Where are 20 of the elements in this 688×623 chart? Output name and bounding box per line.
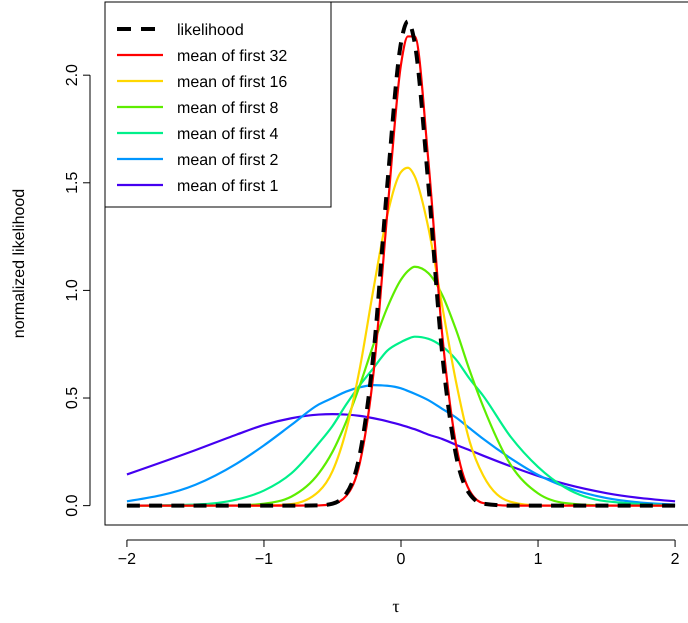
y-tick-label: 1.0 <box>64 279 81 302</box>
legend-label: mean of first 4 <box>177 126 278 143</box>
y-tick-label: 0.0 <box>64 494 81 517</box>
legend-label: mean of first 2 <box>177 152 278 169</box>
legend-label: mean of first 1 <box>177 178 278 195</box>
line-series <box>126 413 676 502</box>
x-tick-label: 2 <box>670 551 680 568</box>
legend-label: mean of first 32 <box>177 48 288 65</box>
y-axis-title: normalized likelihood <box>11 188 28 338</box>
x-tick-label: 0 <box>396 551 406 568</box>
x-axis-title: τ <box>392 596 400 616</box>
x-tick-label: −2 <box>118 551 136 568</box>
legend-label: mean of first 16 <box>177 74 288 91</box>
y-tick-label: 2.0 <box>64 64 81 86</box>
legend-label: likelihood <box>177 22 244 39</box>
x-tick-label: −1 <box>254 551 274 568</box>
legend-label: mean of first 8 <box>177 100 278 117</box>
y-tick-label: 1.5 <box>64 172 81 194</box>
x-tick-label: 1 <box>534 551 543 568</box>
y-tick-label: 0.5 <box>64 386 81 410</box>
